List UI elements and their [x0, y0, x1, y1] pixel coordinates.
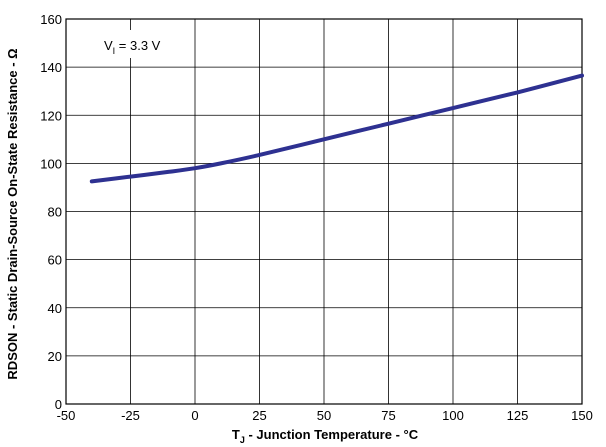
annotation-box [96, 30, 180, 58]
x-axis-title: TJ - Junction Temperature - °C [232, 427, 419, 445]
y-tick-label: 160 [40, 12, 62, 27]
y-tick-label: 80 [48, 205, 62, 220]
y-tick-label: 40 [48, 301, 62, 316]
x-tick-label: 150 [571, 408, 593, 423]
x-tick-label: -25 [121, 408, 140, 423]
y-tick-labels: 0 20 40 60 80 100 120 140 160 [40, 12, 62, 412]
x-tick-label: 0 [191, 408, 198, 423]
y-tick-label: 100 [40, 156, 62, 171]
x-axis-title-base: T [232, 427, 240, 442]
y-tick-label: 140 [40, 60, 62, 75]
x-tick-label: 125 [507, 408, 529, 423]
annotation-sub: I [113, 46, 116, 56]
series-line [89, 73, 584, 184]
x-tick-label: -50 [57, 408, 76, 423]
x-tick-label: 75 [381, 408, 395, 423]
y-tick-label: 60 [48, 253, 62, 268]
y-tick-label: 120 [40, 108, 62, 123]
x-axis-title-rest: - Junction Temperature - °C [245, 427, 419, 442]
series-layer [89, 73, 584, 184]
x-tick-labels: -50 -25 0 25 50 75 100 125 150 [57, 408, 593, 423]
plot-frame [65, 18, 583, 405]
y-tick-label: 0 [55, 397, 62, 412]
x-tick-label: 50 [317, 408, 331, 423]
x-axis-title-sub: J [240, 435, 245, 445]
y-tick-label: 20 [48, 349, 62, 364]
x-tick-label: 100 [442, 408, 464, 423]
annotation-base: V [104, 38, 113, 53]
y-axis-title: RDSON - Static Drain-Source On-State Res… [5, 48, 20, 379]
grid [65, 18, 583, 405]
x-tick-label: 25 [252, 408, 266, 423]
annotation-rest: = 3.3 V [115, 38, 160, 53]
annotation: VI = 3.3 V [104, 38, 161, 56]
